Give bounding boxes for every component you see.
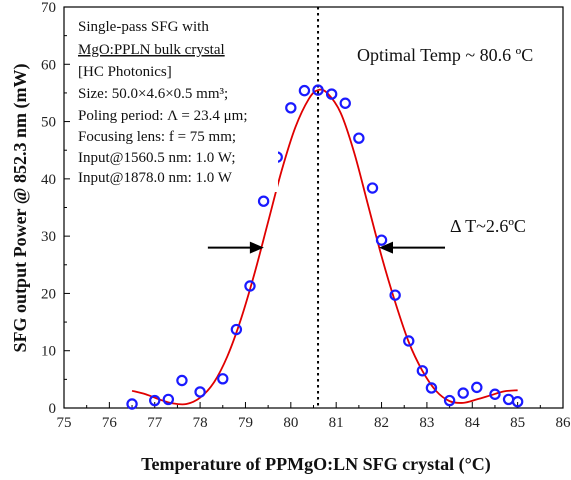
data-point — [285, 102, 297, 114]
data-point — [366, 182, 379, 194]
data-point — [126, 398, 138, 410]
x-tick-label: 81 — [329, 415, 344, 431]
y-tick-label: 70 — [41, 0, 56, 16]
x-tick-label: 82 — [374, 415, 389, 431]
info-line-2: MgO:PPLN bulk crystal — [78, 42, 225, 58]
data-point — [471, 381, 483, 394]
y-tick-label: 0 — [49, 401, 57, 417]
x-tick-label: 75 — [57, 415, 72, 431]
y-tick-label: 40 — [41, 172, 56, 188]
x-tick-label: 80 — [283, 415, 298, 431]
data-point — [457, 387, 469, 399]
data-point — [375, 234, 388, 246]
y-tick-label: 10 — [41, 344, 56, 360]
delta-t-label: Δ T~2.6ºC — [450, 216, 526, 236]
info-line-3: [HC Photonics] — [78, 64, 172, 80]
x-tick-label: 79 — [238, 415, 253, 431]
y-tick-label: 20 — [41, 286, 56, 302]
x-tick-label: 85 — [510, 415, 525, 431]
y-tick-labels: 0 10 20 30 40 50 60 70 — [41, 0, 56, 417]
x-tick-label: 84 — [465, 415, 481, 431]
data-point — [325, 88, 338, 100]
fwhm-left-arrow — [207, 241, 264, 254]
data-markers — [126, 84, 524, 410]
x-axis-title: Temperature of PPMgO:LN SFG crystal (°C) — [141, 454, 491, 475]
data-point — [511, 395, 524, 408]
data-point — [217, 373, 229, 385]
data-point — [194, 386, 206, 398]
info-line-5: Poling period: Λ = 23.4 μm; — [78, 108, 248, 124]
data-point — [230, 323, 243, 336]
data-point — [489, 388, 501, 400]
fwhm-right-arrow — [379, 241, 446, 254]
data-point — [403, 335, 415, 347]
data-point — [257, 195, 270, 207]
data-point — [389, 289, 401, 301]
info-box: Single-pass SFG with MgO:PPLN bulk cryst… — [72, 14, 278, 192]
y-tick-label: 60 — [41, 57, 56, 73]
info-line-7: Input@1560.5 nm: 1.0 W; — [78, 150, 236, 166]
info-box-frame — [72, 14, 278, 192]
data-point — [312, 84, 324, 96]
info-line-8: Input@1878.0 nm: 1.0 W — [78, 170, 233, 186]
x-tick-label: 86 — [556, 415, 571, 431]
data-point — [443, 394, 456, 407]
data-point — [149, 394, 161, 407]
y-tick-label: 30 — [41, 229, 56, 245]
data-point — [416, 365, 429, 377]
info-line-6: Focusing lens: f = 75 mm; — [78, 129, 236, 145]
data-point — [353, 132, 365, 144]
y-axis-title: SFG output Power @ 852.3 nm (mW) — [10, 64, 31, 353]
x-tick-label: 77 — [147, 415, 163, 431]
data-point — [425, 382, 438, 394]
info-line-1: Single-pass SFG with — [78, 19, 209, 35]
x-tick-labels: 75 76 77 78 79 80 81 82 83 84 85 86 — [57, 415, 571, 431]
data-point — [176, 374, 188, 387]
x-tick-label: 83 — [419, 415, 434, 431]
data-point — [162, 393, 175, 406]
data-point — [244, 280, 256, 292]
info-line-4: Size: 50.0×4.6×0.5 mm³; — [78, 86, 228, 102]
x-tick-label: 78 — [193, 415, 208, 431]
x-tick-label: 76 — [102, 415, 118, 431]
data-point — [298, 84, 311, 97]
data-point — [339, 97, 351, 109]
y-tick-label: 50 — [41, 115, 56, 131]
optimal-temp-label: Optimal Temp ~ 80.6 ºC — [357, 45, 533, 65]
